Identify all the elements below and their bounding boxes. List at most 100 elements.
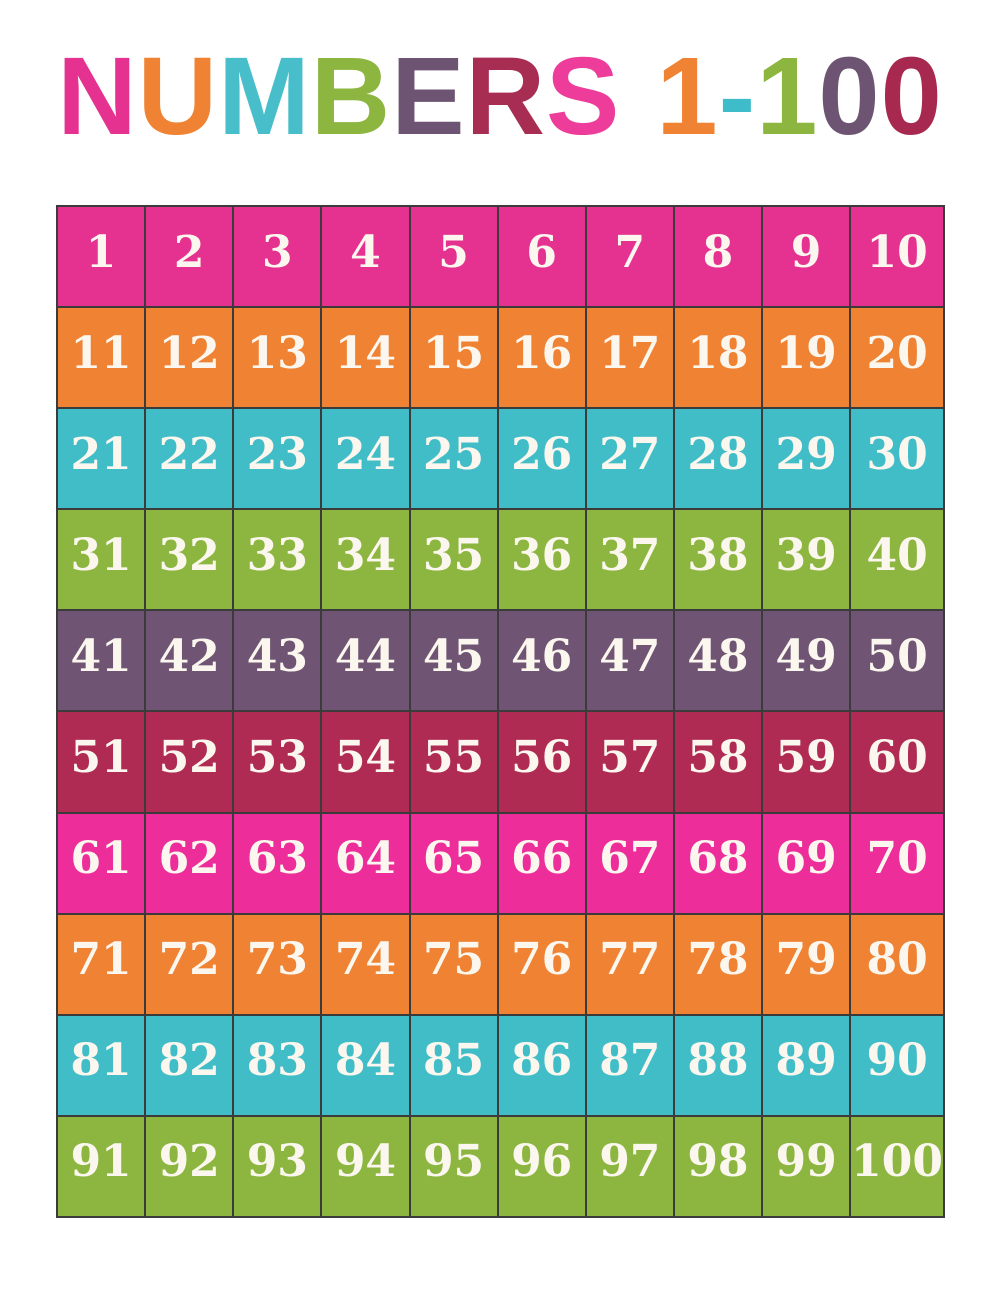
number-cell-22: 22 bbox=[146, 409, 233, 509]
number-cell-31: 31 bbox=[58, 510, 145, 610]
number-cell-43: 43 bbox=[234, 611, 321, 711]
number-cell-76: 76 bbox=[498, 914, 585, 1014]
number-cell-57: 57 bbox=[586, 712, 673, 812]
number-cell-13: 13 bbox=[234, 308, 321, 408]
number-cell-17: 17 bbox=[586, 308, 673, 408]
number-cell-73: 73 bbox=[234, 914, 321, 1014]
number-cell-34: 34 bbox=[322, 510, 409, 610]
number-cell-58: 58 bbox=[674, 712, 761, 812]
number-cell-5: 5 bbox=[410, 207, 497, 307]
number-cell-15: 15 bbox=[410, 308, 497, 408]
number-cell-42: 42 bbox=[146, 611, 233, 711]
number-cell-99: 99 bbox=[763, 1116, 850, 1216]
number-cell-18: 18 bbox=[674, 308, 761, 408]
number-cell-44: 44 bbox=[322, 611, 409, 711]
number-cell-21: 21 bbox=[58, 409, 145, 509]
number-cell-39: 39 bbox=[763, 510, 850, 610]
title-letter: 1 bbox=[756, 35, 819, 158]
number-cell-36: 36 bbox=[498, 510, 585, 610]
number-cell-45: 45 bbox=[410, 611, 497, 711]
number-cell-60: 60 bbox=[851, 712, 943, 812]
number-cell-61: 61 bbox=[58, 813, 145, 913]
title-letter: N bbox=[57, 35, 138, 158]
number-cell-54: 54 bbox=[322, 712, 409, 812]
number-cell-77: 77 bbox=[586, 914, 673, 1014]
number-cell-65: 65 bbox=[410, 813, 497, 913]
number-cell-4: 4 bbox=[322, 207, 409, 307]
number-cell-53: 53 bbox=[234, 712, 321, 812]
number-cell-2: 2 bbox=[146, 207, 233, 307]
number-cell-46: 46 bbox=[498, 611, 585, 711]
number-cell-3: 3 bbox=[234, 207, 321, 307]
number-cell-41: 41 bbox=[58, 611, 145, 711]
number-cell-83: 83 bbox=[234, 1015, 321, 1115]
number-cell-50: 50 bbox=[851, 611, 943, 711]
number-cell-75: 75 bbox=[410, 914, 497, 1014]
number-cell-86: 86 bbox=[498, 1015, 585, 1115]
number-cell-79: 79 bbox=[763, 914, 850, 1014]
number-cell-10: 10 bbox=[851, 207, 943, 307]
title-letter: M bbox=[218, 35, 311, 158]
number-cell-25: 25 bbox=[410, 409, 497, 509]
number-cell-100: 100 bbox=[851, 1116, 943, 1216]
number-cell-1: 1 bbox=[58, 207, 145, 307]
number-cell-48: 48 bbox=[674, 611, 761, 711]
number-cell-66: 66 bbox=[498, 813, 585, 913]
number-cell-97: 97 bbox=[586, 1116, 673, 1216]
number-cell-62: 62 bbox=[146, 813, 233, 913]
number-cell-23: 23 bbox=[234, 409, 321, 509]
number-cell-49: 49 bbox=[763, 611, 850, 711]
number-cell-67: 67 bbox=[586, 813, 673, 913]
number-cell-85: 85 bbox=[410, 1015, 497, 1115]
number-cell-55: 55 bbox=[410, 712, 497, 812]
number-cell-24: 24 bbox=[322, 409, 409, 509]
title-letter: S bbox=[546, 35, 621, 158]
number-cell-95: 95 bbox=[410, 1116, 497, 1216]
number-cell-70: 70 bbox=[851, 813, 943, 913]
title-letter: R bbox=[465, 35, 547, 158]
number-cell-47: 47 bbox=[586, 611, 673, 711]
number-cell-74: 74 bbox=[322, 914, 409, 1014]
number-cell-19: 19 bbox=[763, 308, 850, 408]
number-cell-88: 88 bbox=[674, 1015, 761, 1115]
title-letter: 1 bbox=[656, 35, 719, 158]
number-cell-8: 8 bbox=[674, 207, 761, 307]
number-cell-26: 26 bbox=[498, 409, 585, 509]
number-cell-35: 35 bbox=[410, 510, 497, 610]
title-letter: B bbox=[310, 35, 392, 158]
number-cell-98: 98 bbox=[674, 1116, 761, 1216]
number-cell-27: 27 bbox=[586, 409, 673, 509]
number-cell-38: 38 bbox=[674, 510, 761, 610]
number-cell-68: 68 bbox=[674, 813, 761, 913]
title-letter: U bbox=[137, 35, 219, 158]
number-cell-92: 92 bbox=[146, 1116, 233, 1216]
number-cell-14: 14 bbox=[322, 308, 409, 408]
number-cell-40: 40 bbox=[851, 510, 943, 610]
number-cell-7: 7 bbox=[586, 207, 673, 307]
poster-title: NUMBERS 1-100 bbox=[0, 42, 1000, 152]
number-cell-9: 9 bbox=[763, 207, 850, 307]
title-letter: 0 bbox=[880, 35, 943, 158]
number-cell-64: 64 bbox=[322, 813, 409, 913]
number-cell-30: 30 bbox=[851, 409, 943, 509]
number-cell-84: 84 bbox=[322, 1015, 409, 1115]
number-cell-96: 96 bbox=[498, 1116, 585, 1216]
number-cell-29: 29 bbox=[763, 409, 850, 509]
number-cell-82: 82 bbox=[146, 1015, 233, 1115]
number-cell-32: 32 bbox=[146, 510, 233, 610]
number-cell-81: 81 bbox=[58, 1015, 145, 1115]
number-cell-93: 93 bbox=[234, 1116, 321, 1216]
number-cell-6: 6 bbox=[498, 207, 585, 307]
number-cell-90: 90 bbox=[851, 1015, 943, 1115]
number-cell-52: 52 bbox=[146, 712, 233, 812]
numbers-grid: 1 2 3 4 5 6 7 8 9 10 11 12 13 14 15 16 17 18 19 20 21 22 23 24 2… bbox=[56, 205, 945, 1218]
number-cell-12: 12 bbox=[146, 308, 233, 408]
number-cell-11: 11 bbox=[58, 308, 145, 408]
number-cell-87: 87 bbox=[586, 1015, 673, 1115]
number-cell-72: 72 bbox=[146, 914, 233, 1014]
number-cell-94: 94 bbox=[322, 1116, 409, 1216]
number-cell-69: 69 bbox=[763, 813, 850, 913]
title-letter: - bbox=[718, 35, 757, 158]
